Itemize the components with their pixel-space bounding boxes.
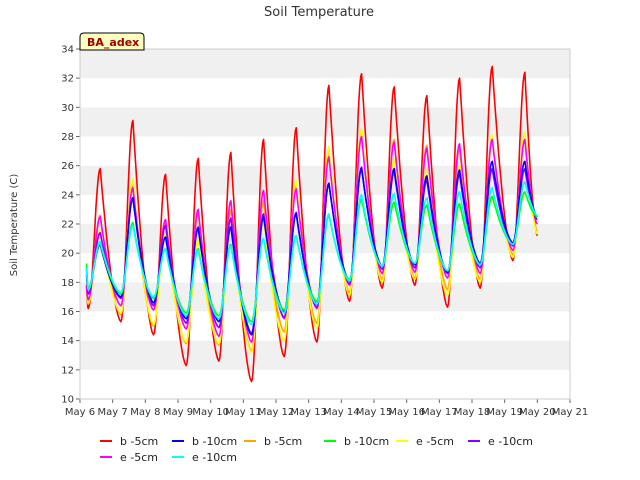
x-tick-label: May 21 [552, 407, 589, 418]
y-axis: 10 12 14 16 18 20 22 24 26 28 30 32 34 [61, 45, 80, 406]
site-badge: BA_adex [79, 32, 145, 51]
chart-title: Soil Temperature [264, 5, 374, 20]
badge-box [79, 32, 145, 51]
x-tick-label: May 15 [356, 407, 393, 418]
x-tick-label: May 9 [163, 407, 193, 418]
x-tick-label: May 18 [454, 407, 491, 418]
y-tick-label: 28 [61, 132, 74, 143]
y-tick-label: 12 [61, 365, 74, 376]
x-tick-label: May 7 [98, 407, 128, 418]
y-tick-label: 20 [61, 249, 74, 260]
grid-band [80, 340, 570, 370]
x-tick-label: May 13 [290, 407, 327, 418]
x-tick-label: May 17 [421, 407, 458, 418]
x-tick-label: May 12 [258, 407, 295, 418]
grid-band [80, 282, 570, 312]
legend: b -5cm e -5cm b -10cm e -10cm b -5cm b -10cm e… [100, 435, 533, 464]
plot-frame [79, 48, 571, 400]
x-tick-label: May 14 [323, 407, 360, 418]
grid-band [80, 49, 570, 79]
y-tick-label: 14 [61, 336, 74, 347]
y-tick-label: 26 [61, 161, 74, 172]
x-tick-label: May 6 [65, 407, 95, 418]
badge-label: BA_adex [87, 36, 139, 49]
series-line-e-10cm [85, 180, 538, 326]
y-tick-label: 34 [61, 45, 74, 56]
y-tick-label: 16 [61, 307, 74, 318]
y-tick-label: 18 [61, 278, 74, 289]
legend-label: b -5cm [120, 435, 158, 448]
x-tick-label: May 19 [486, 407, 523, 418]
legend-label: e -10cm [488, 435, 533, 448]
y-tick-label: 32 [61, 74, 74, 85]
series-lines [85, 65, 539, 383]
y-tick-label: 30 [61, 103, 74, 114]
y-axis-label: Soil Temperature (C) [9, 174, 20, 277]
y-tick-label: 24 [61, 190, 74, 201]
grid-band [80, 253, 570, 283]
legend-label: e -5cm [120, 451, 158, 464]
legend-label: b -10cm [344, 435, 389, 448]
legend-label: e -10cm [192, 451, 237, 464]
x-tick-label: May 10 [192, 407, 229, 418]
y-tick-label: 10 [61, 395, 74, 406]
grid-band [80, 369, 570, 399]
series-line-e-5cm [85, 135, 538, 343]
x-tick-label: May 11 [225, 407, 262, 418]
grid-band [80, 78, 570, 108]
legend-label: b -5cm [264, 435, 302, 448]
x-tick-label: May 8 [130, 407, 160, 418]
grid-band [80, 311, 570, 341]
legend-label: b -10cm [192, 435, 237, 448]
x-tick-label: May 20 [519, 407, 556, 418]
legend-label: e -5cm [416, 435, 454, 448]
x-tick-label: May 16 [388, 407, 425, 418]
y-tick-label: 22 [61, 220, 74, 231]
series-line-b-10cm [85, 160, 538, 336]
